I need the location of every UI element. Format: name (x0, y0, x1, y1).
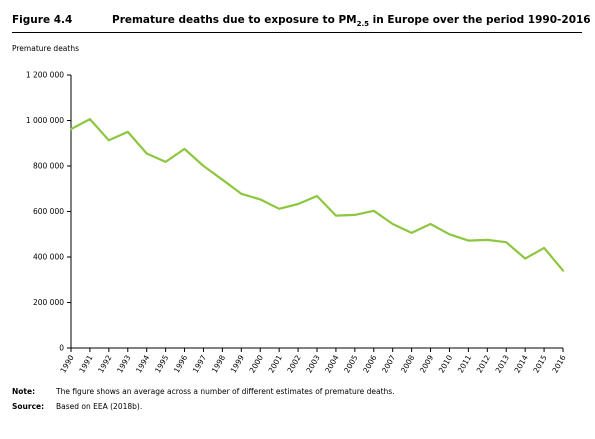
x-tick-label: 1996 (172, 353, 189, 374)
figure-label: Figure 4.4 (12, 14, 73, 26)
source-key: Source: (12, 402, 45, 411)
x-tick-label: 2010 (437, 353, 454, 374)
figure-header: Figure 4.4 Premature deaths due to expos… (12, 12, 591, 33)
figure-title-subscript: 2.5 (356, 20, 369, 29)
x-tick-label: 2008 (399, 353, 416, 374)
x-tick-label: 2011 (456, 353, 473, 374)
x-tick-label: 1993 (115, 353, 132, 374)
x-tick-label: 1999 (229, 353, 246, 374)
x-tick-label: 2006 (361, 353, 378, 374)
x-tick-label: 1991 (77, 353, 94, 374)
series-line (69, 117, 565, 272)
y-tick-label: 800 000 (33, 162, 64, 171)
note-text: The figure shows an average across a num… (56, 387, 395, 396)
notes-section: Note: The figure shows an average across… (12, 387, 395, 417)
x-tick-label: 2013 (494, 353, 511, 374)
x-tick-label: 2004 (323, 353, 340, 374)
x-tick-label: 2000 (248, 353, 265, 374)
y-tick-label: 1 000 000 (26, 116, 64, 125)
x-tick-label: 2012 (475, 353, 492, 374)
y-tick-label: 200 000 (33, 298, 64, 307)
figure-title: Premature deaths due to exposure to PM2.… (112, 14, 591, 28)
y-tick-label: 0 (59, 344, 64, 353)
x-tick-label: 1998 (210, 353, 227, 374)
y-tick-label: 600 000 (33, 207, 64, 216)
x-tick-label: 2001 (267, 353, 284, 374)
note-row: Note: The figure shows an average across… (12, 387, 395, 402)
x-tick-label: 2002 (285, 353, 302, 374)
source-text: Based on EEA (2018b). (56, 402, 143, 411)
x-tick-label: 1992 (96, 353, 113, 374)
x-tick-label: 2009 (418, 353, 435, 374)
x-tick-label: 1990 (58, 353, 75, 374)
x-tick-label: 2003 (304, 353, 321, 374)
x-tick-label: 2015 (531, 353, 548, 374)
x-tick-label: 2014 (513, 353, 530, 374)
x-tick-label: 2016 (550, 353, 567, 374)
x-tick-label: 1997 (191, 353, 208, 374)
source-row: Source: Based on EEA (2018b). (12, 402, 395, 417)
figure-title-rest: in Europe over the period 1990-2016 (369, 14, 591, 26)
x-tick-label: 2007 (380, 353, 397, 374)
x-tick-label: 1995 (153, 353, 170, 374)
y-tick-label: 400 000 (33, 253, 64, 262)
note-key: Note: (12, 387, 36, 396)
y-tick-label: 1 200 000 (26, 71, 64, 80)
x-tick-label: 2005 (342, 353, 359, 374)
y-axis-title: Premature deaths (12, 44, 80, 53)
x-tick-label: 1994 (134, 353, 151, 374)
figure-title-main: Premature deaths due to exposure to PM (112, 14, 357, 26)
